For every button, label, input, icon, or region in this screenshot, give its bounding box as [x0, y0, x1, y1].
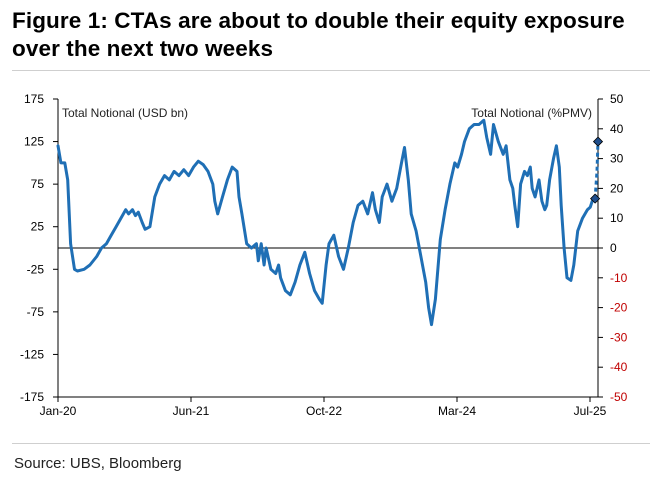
title-divider [12, 70, 650, 71]
right-tick-label: 30 [610, 152, 624, 166]
right-axis-ticks: 50 40 30 20 10 0 -10 -20 -30 -40 -50 [598, 92, 628, 404]
source-note: Source: UBS, Bloomberg [14, 455, 182, 472]
source-divider [12, 443, 650, 444]
right-tick-label: 40 [610, 122, 624, 136]
x-tick-label: Jul-25 [574, 404, 607, 418]
right-tick-label: 20 [610, 181, 624, 195]
right-tick-label: 0 [610, 241, 617, 255]
figure-title: Figure 1: CTAs are about to double their… [12, 8, 625, 61]
projection-markers [590, 136, 604, 204]
x-tick-label: Oct-22 [306, 404, 342, 418]
right-tick-label: -40 [610, 360, 628, 374]
right-tick-label: 10 [610, 211, 624, 225]
left-tick-label: 125 [24, 135, 44, 149]
left-tick-label: 25 [31, 220, 45, 234]
left-tick-label: -125 [20, 347, 44, 361]
left-tick-label: -175 [20, 390, 44, 404]
x-tick-label: Jan-20 [40, 404, 77, 418]
left-tick-label: -75 [27, 305, 45, 319]
left-axis-label: Total Notional (USD bn) [62, 106, 188, 120]
projection-marker [592, 136, 604, 147]
left-tick-label: -25 [27, 262, 45, 276]
left-axis-ticks: 175 125 75 25 -25 -75 -125 -175 [20, 92, 58, 404]
right-axis-label: Total Notional (%PMV) [471, 106, 592, 120]
left-tick-label: 75 [31, 177, 45, 191]
x-tick-label: Mar-24 [438, 404, 476, 418]
right-tick-label: -20 [610, 301, 628, 315]
right-tick-label: -30 [610, 330, 628, 344]
right-tick-label: 50 [610, 92, 624, 106]
series-total-notional-line [56, 118, 597, 327]
x-tick-label: Jun-21 [173, 404, 210, 418]
x-axis-ticks: Jan-20 Jun-21 Oct-22 Mar-24 Jul-25 [40, 397, 607, 418]
right-tick-label: -50 [610, 390, 628, 404]
series-projection-dashed-line [593, 141, 600, 199]
left-tick-label: 175 [24, 92, 44, 106]
right-tick-label: -10 [610, 271, 628, 285]
projection-marker [590, 193, 601, 204]
